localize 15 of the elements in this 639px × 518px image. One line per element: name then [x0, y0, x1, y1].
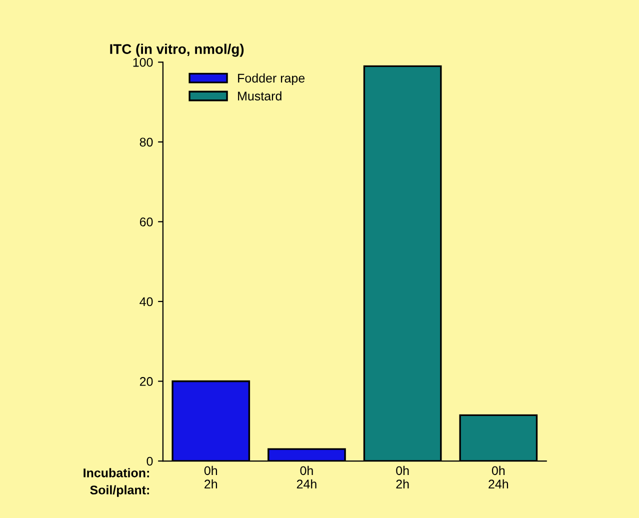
- legend-label: Fodder rape: [238, 73, 305, 86]
- x-tick-label: 0h 2h: [396, 466, 409, 488]
- y-tick-label: 60: [140, 218, 153, 226]
- y-tick-label: 100: [133, 58, 153, 67]
- y-tick-label: 40: [140, 297, 153, 306]
- x-tick-label: 0h 24h: [488, 466, 508, 488]
- chart-title: ITC (in vitro, nmol/g): [110, 44, 244, 57]
- text: Incubation:: [84, 468, 149, 478]
- x-tick-label: 0h 2h: [204, 466, 218, 488]
- y-tick-label: 80: [140, 138, 153, 147]
- text: Soil/plant:: [90, 485, 149, 497]
- y-tick-label: 20: [140, 377, 153, 386]
- x-tick-label: 0h 24h: [296, 466, 316, 488]
- legend-label: Mustard: [238, 91, 282, 100]
- y-tick-label: 0: [146, 456, 153, 466]
